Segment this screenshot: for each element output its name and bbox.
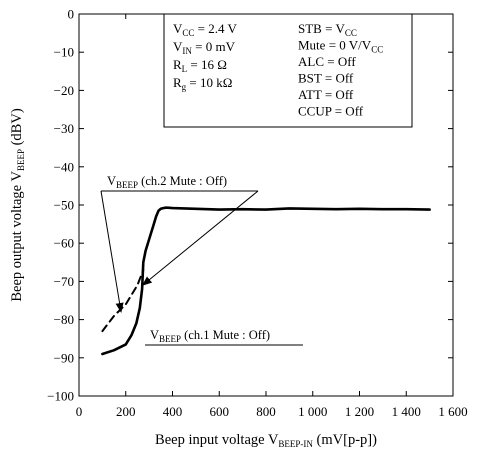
condition-left: VCC = 2.4 V: [173, 21, 238, 38]
y-tick-label: −60: [54, 236, 74, 251]
condition-right: ALC = Off: [298, 54, 356, 69]
x-axis-title: Beep input voltage VBEEP-IN (mV[p-p]): [155, 432, 377, 449]
y-tick-label: −70: [54, 274, 74, 289]
series-label-ch2: VBEEP (ch.2 Mute : Off): [107, 174, 227, 190]
y-tick-label: 0: [68, 7, 75, 22]
x-tick-label: 1 400: [392, 404, 421, 419]
y-tick-label: −10: [54, 45, 74, 60]
condition-left: RL = 16 Ω: [173, 57, 227, 74]
y-tick-label: −40: [54, 159, 74, 174]
axis-labels: Beep input voltage VBEEP-IN (mV[p-p]) Bee…: [9, 108, 377, 449]
arrow-ch1: [141, 190, 259, 286]
condition-left: Rg = 10 kΩ: [173, 75, 232, 92]
y-tick-label: −80: [54, 312, 74, 327]
y-tick-label: −100: [47, 389, 74, 404]
conditions-frame: [163, 13, 413, 128]
x-tick-label: 1 200: [345, 404, 374, 419]
y-axis-title: Beep output voltage VBEEP (dBV): [9, 108, 26, 301]
x-tick-label: 400: [163, 404, 183, 419]
x-tick-label: 1 000: [298, 404, 327, 419]
y-tick-label: −50: [54, 198, 74, 213]
axis-ticks: 0 200 400 600 800 1 000 1 200 1 400 1 600 0 −10 −20…: [47, 7, 467, 420]
y-tick-label: −20: [54, 83, 74, 98]
x-tick-label: 600: [210, 404, 230, 419]
y-tick-label: −30: [54, 121, 74, 136]
series-line-ch1: [101, 206, 431, 356]
series-label-ch1: VBEEP (ch.1 Mute : Off): [150, 328, 270, 344]
condition-right: ATT = Off: [298, 87, 354, 102]
annotations: VBEEP (ch.2 Mute : Off) VBEEP (ch.1 Mute …: [100, 174, 303, 346]
condition-right: STB = VCC: [298, 21, 357, 38]
x-tick-label: 200: [116, 404, 136, 419]
x-tick-label: 1 600: [438, 404, 467, 419]
condition-right: Mute = 0 V/VCC: [298, 38, 383, 55]
x-tick-label: 0: [76, 404, 83, 419]
condition-left: VIN = 0 mV: [173, 39, 236, 56]
condition-right: CCUP = Off: [298, 104, 364, 119]
arrow-ch2: [100, 190, 124, 313]
y-tick-label: −90: [54, 350, 74, 365]
series-line-ch2: [101, 268, 145, 333]
condition-right: BST = Off: [298, 71, 354, 86]
x-tick-label: 800: [256, 404, 276, 419]
series-lines: [101, 206, 431, 356]
